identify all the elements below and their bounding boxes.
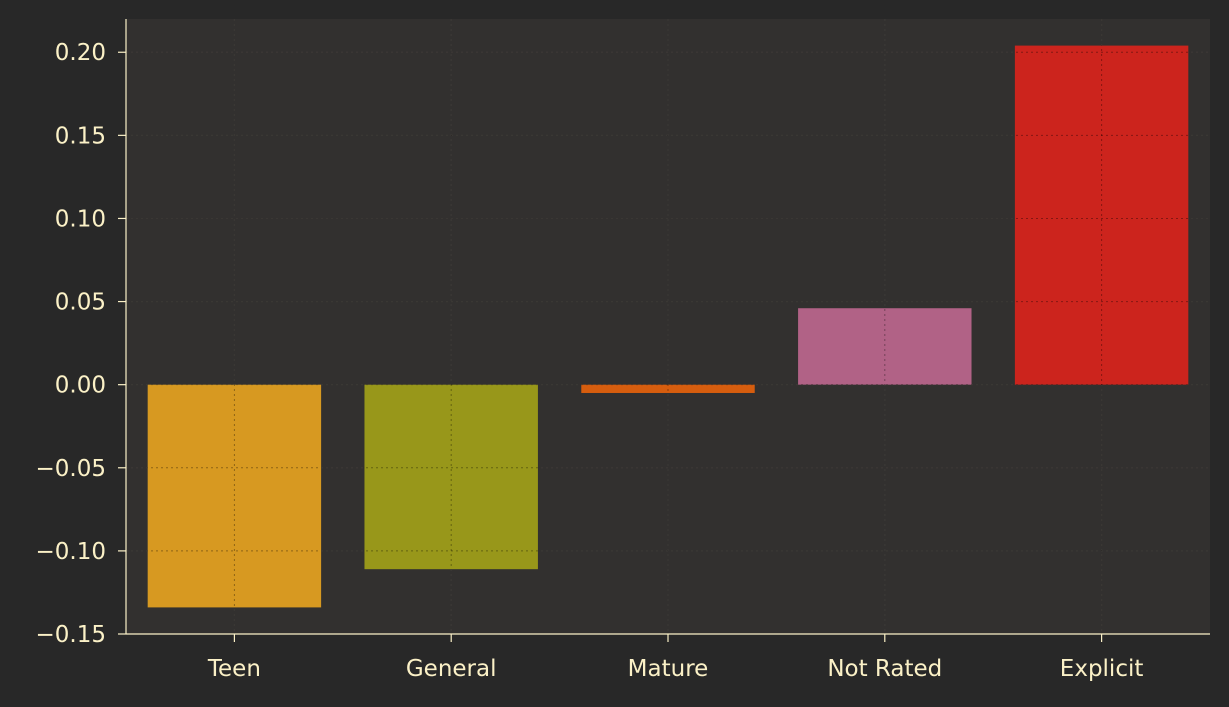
y-tick-label: 0.20 [55,40,106,66]
x-tick-label: Teen [207,656,261,682]
y-tick-label: −0.15 [36,622,106,648]
x-tick-label: Explicit [1060,656,1144,682]
bar-explicit [1014,45,1189,385]
y-tick-label: −0.10 [36,539,106,565]
x-tick-label: Mature [628,656,709,682]
bar-teen [147,384,322,608]
bars [147,45,1189,608]
y-tick-label: −0.05 [36,456,106,482]
bar-not-rated [798,308,972,385]
x-axis-ticks: Teen General Mature Not Rated Explicit [207,634,1144,682]
y-tick-label: 0.00 [55,373,106,399]
y-tick-label: 0.05 [55,290,106,316]
bar-mature [581,384,755,393]
y-tick-label: 0.15 [55,123,106,149]
y-axis-ticks: −0.15 −0.10 −0.05 0.00 0.05 0.10 0.15 0.20 [36,40,126,648]
y-tick-label: 0.10 [55,206,106,232]
x-tick-label: General [406,656,497,682]
x-tick-label: Not Rated [827,656,942,682]
bar-general [364,384,538,570]
